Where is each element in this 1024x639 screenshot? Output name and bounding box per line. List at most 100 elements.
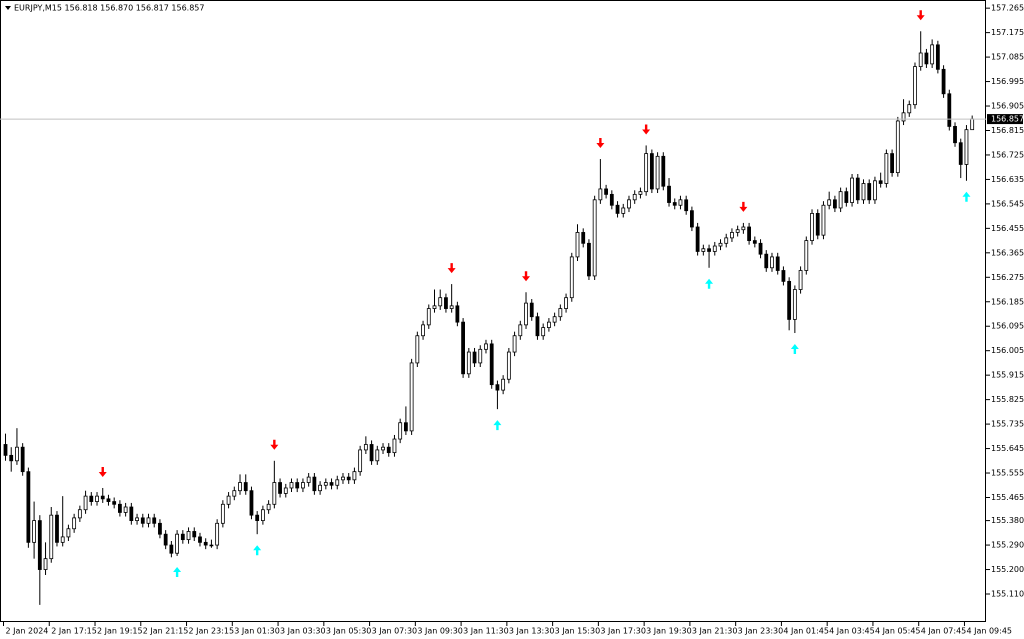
- y-tick-label: 155.465: [991, 493, 1024, 502]
- candle-body: [158, 522, 162, 535]
- candle-body: [455, 305, 460, 323]
- candle-body: [632, 193, 637, 201]
- x-tick-label: 3 Jan 13:30: [509, 627, 555, 636]
- y-tick-label: 157.175: [991, 28, 1024, 37]
- candle-body: [198, 536, 202, 543]
- candle-body: [20, 446, 25, 473]
- candle-body: [398, 422, 403, 440]
- candle-body: [472, 351, 477, 364]
- candle-body: [180, 533, 185, 541]
- candle-body: [764, 253, 769, 269]
- candle-body: [501, 378, 506, 391]
- y-tick-label: 156.815: [991, 126, 1024, 135]
- candle-body: [95, 495, 99, 502]
- candle-body: [312, 476, 317, 492]
- candle-body: [587, 242, 591, 277]
- candle-body: [461, 321, 466, 375]
- candle-body: [672, 202, 677, 206]
- candle-body: [358, 449, 363, 473]
- candle-body: [621, 207, 626, 214]
- candle-body: [478, 348, 483, 364]
- candle-body: [855, 177, 860, 201]
- candle-body: [49, 514, 54, 560]
- candle-body: [438, 297, 443, 307]
- candle-body: [827, 199, 832, 206]
- candle-body: [444, 297, 448, 309]
- last-price-box: [987, 114, 1023, 125]
- x-tick-label: 4 Jan 01:45: [783, 627, 829, 636]
- candle-body: [752, 240, 757, 244]
- signal-down-arrow: [916, 10, 925, 21]
- y-tick-label: 156.275: [991, 273, 1024, 282]
- candle-body: [432, 305, 437, 309]
- candle-body: [306, 476, 311, 483]
- candle-body: [695, 226, 700, 252]
- candle-body: [375, 449, 380, 462]
- x-tick-label: 3 Jan 17:30: [600, 627, 646, 636]
- candle-body: [449, 305, 454, 309]
- candle-body: [598, 188, 603, 201]
- candle-body: [667, 185, 671, 203]
- signal-up-arrow: [253, 545, 262, 556]
- candle-body: [724, 237, 729, 244]
- candle-body: [535, 316, 540, 337]
- candle-body: [169, 544, 174, 554]
- y-tick-label: 157.265: [991, 4, 1024, 13]
- candle-body: [529, 302, 534, 318]
- candle-body: [77, 509, 82, 519]
- y-tick-label: 156.545: [991, 199, 1024, 208]
- candle-body: [707, 248, 711, 252]
- y-tick-label: 156.185: [991, 297, 1024, 306]
- candle-body: [66, 528, 71, 538]
- candle-body: [604, 188, 608, 195]
- y-tick-label: 155.915: [991, 371, 1024, 380]
- candle-body: [3, 444, 8, 456]
- candle-body: [964, 129, 969, 165]
- signal-down-arrow: [447, 263, 456, 274]
- candle-body: [243, 482, 248, 492]
- candle-body: [506, 351, 511, 380]
- candle-body: [913, 66, 917, 106]
- candle-body: [426, 308, 431, 326]
- candle-body: [60, 536, 65, 543]
- x-tick-label: 3 Jan 15:30: [555, 627, 601, 636]
- candle-body: [873, 180, 877, 201]
- candle-body: [678, 199, 683, 206]
- x-tick-label: 3 Jan 19:30: [646, 627, 692, 636]
- y-tick-label: 155.825: [991, 395, 1024, 404]
- candle-body: [403, 422, 408, 432]
- x-tick-label: 3 Jan 09:30: [417, 627, 463, 636]
- candle-body: [421, 324, 425, 337]
- y-tick-label: 156.725: [991, 150, 1024, 159]
- candle-body: [947, 93, 952, 127]
- y-tick-label: 155.200: [991, 565, 1024, 574]
- candle-body: [32, 520, 36, 543]
- candle-body: [106, 498, 111, 502]
- x-tick-label: 3 Jan 11:30: [463, 627, 509, 636]
- candle-body: [232, 490, 237, 497]
- candle-body: [867, 183, 872, 201]
- candle-body: [272, 482, 277, 505]
- candle-body: [815, 213, 820, 236]
- candle-body: [838, 191, 843, 209]
- candle-body: [564, 297, 568, 309]
- candle-body: [484, 343, 488, 350]
- candle-body: [518, 324, 523, 337]
- x-tick-label: 3 Jan 05:30: [326, 627, 372, 636]
- y-tick-label: 156.005: [991, 346, 1024, 355]
- candle-body: [495, 384, 500, 391]
- candle-body: [335, 479, 340, 486]
- candle-body: [186, 531, 191, 541]
- signal-up-arrow: [705, 278, 714, 289]
- candle-body: [123, 506, 128, 513]
- y-tick-label: 155.645: [991, 444, 1024, 453]
- candle-body: [541, 327, 546, 337]
- x-tick-label: 4 Jan 05:45: [875, 627, 921, 636]
- candle-body: [255, 514, 260, 521]
- candle-body: [72, 517, 77, 530]
- candle-body: [701, 248, 706, 252]
- candle-body: [833, 199, 837, 209]
- candle-body: [804, 240, 809, 271]
- candle-body: [260, 509, 265, 521]
- candle-body: [392, 438, 397, 454]
